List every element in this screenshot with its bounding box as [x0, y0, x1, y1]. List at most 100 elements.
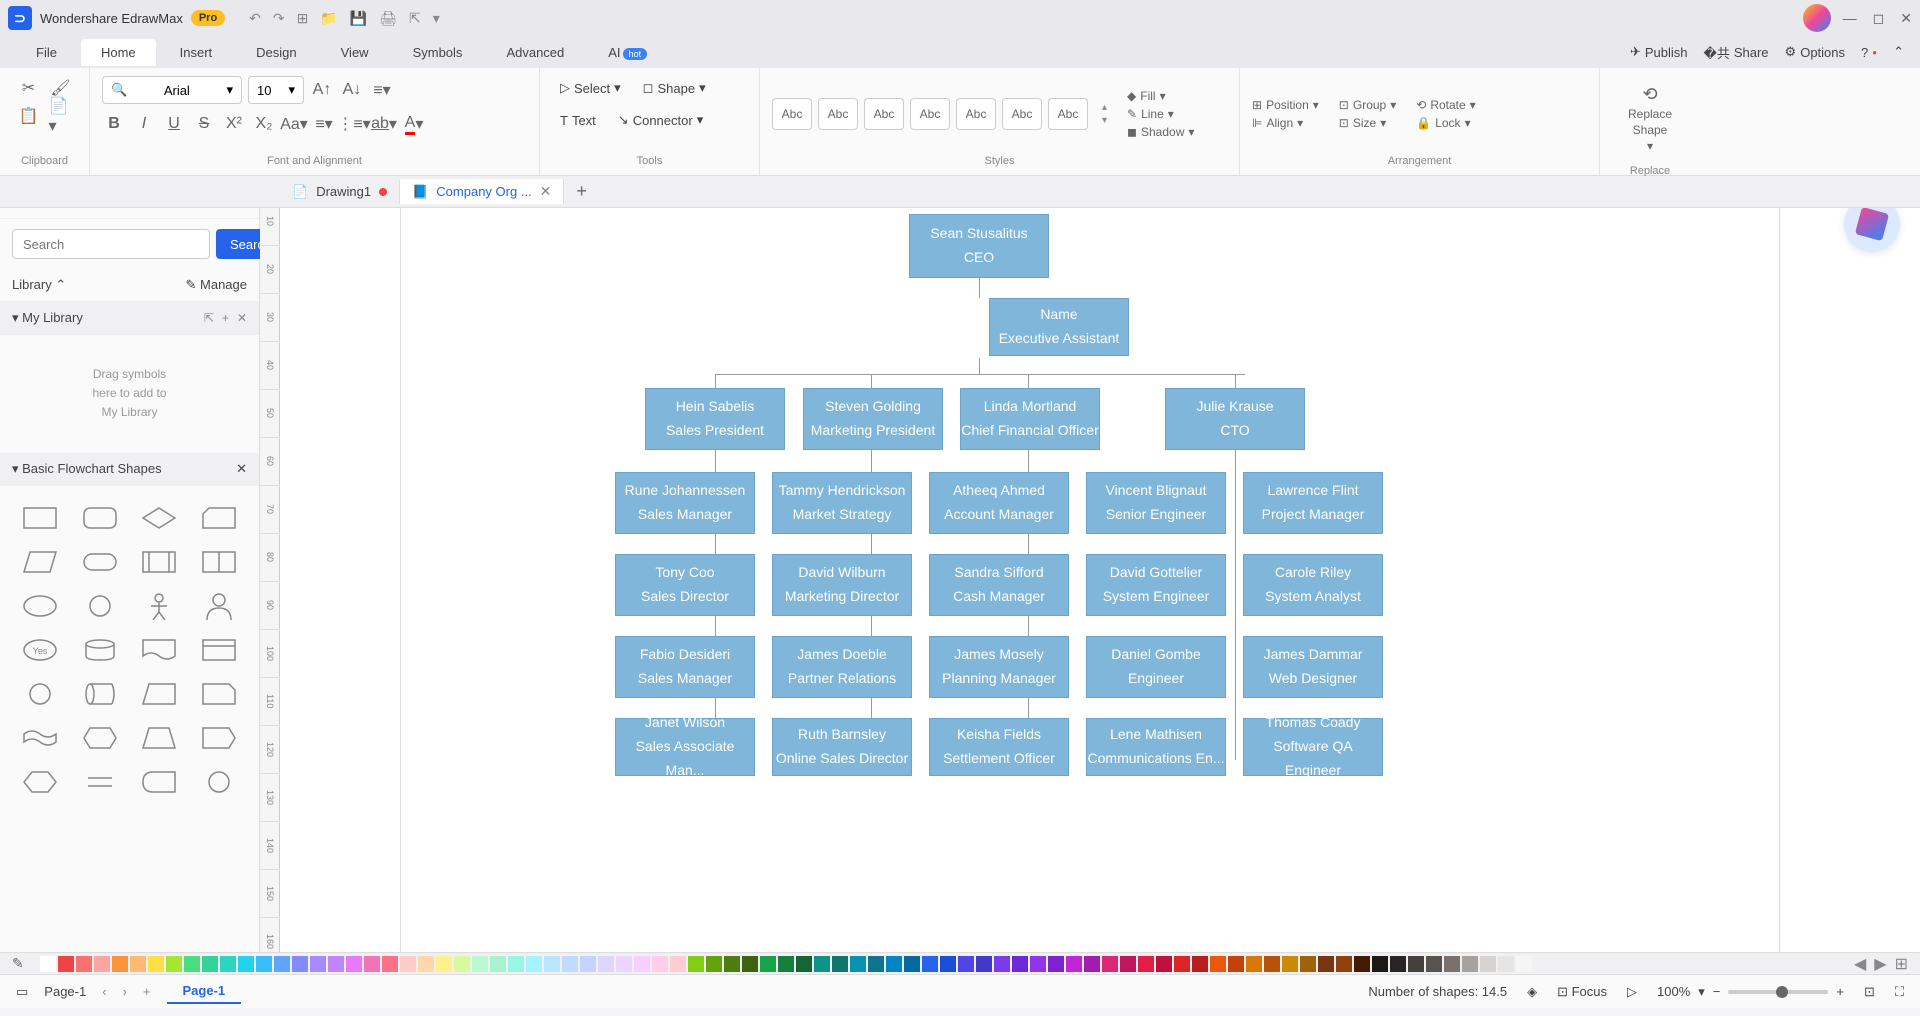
page-menu-icon[interactable]: ▭ — [16, 984, 28, 1000]
color-swatch[interactable] — [1048, 956, 1064, 972]
color-swatch[interactable] — [652, 956, 668, 972]
org-node-r3c1[interactable]: Fabio DesideriSales Manager — [615, 636, 755, 698]
options-button[interactable]: ⚙ Options — [1785, 44, 1845, 60]
org-node-r4c2[interactable]: Ruth BarnsleyOnline Sales Director — [772, 718, 912, 776]
color-swatch[interactable] — [1516, 956, 1532, 972]
org-node-r3c3[interactable]: James MoselyPlanning Manager — [929, 636, 1069, 698]
color-swatch[interactable] — [886, 956, 902, 972]
menu-design[interactable]: Design — [236, 39, 316, 66]
share-button[interactable]: �共 Share — [1704, 43, 1769, 62]
redo-icon[interactable]: ↷ — [273, 10, 285, 27]
lock-button[interactable]: 🔒 Lock ▾ — [1416, 116, 1475, 130]
color-swatch[interactable] — [1192, 956, 1208, 972]
org-node-vp1[interactable]: Hein SabelisSales President — [645, 388, 785, 450]
close-section-icon[interactable]: ✕ — [236, 461, 247, 477]
line-button[interactable]: ✎ Line ▾ — [1127, 107, 1194, 121]
close-icon[interactable]: ✕ — [1900, 10, 1912, 27]
shape-tool[interactable]: ◻ Shape ▾ — [635, 76, 714, 100]
color-swatch[interactable] — [1282, 956, 1298, 972]
shape-pentagon[interactable] — [195, 722, 243, 754]
doc-tab-drawing1[interactable]: 📄 Drawing1 — [280, 180, 400, 204]
menu-home[interactable]: Home — [81, 39, 156, 66]
styles-gallery[interactable]: Abc Abc Abc Abc Abc Abc Abc — [772, 98, 1088, 130]
close-tab-icon[interactable]: ✕ — [540, 183, 552, 200]
shape-user[interactable] — [195, 590, 243, 622]
color-swatch[interactable] — [1246, 956, 1262, 972]
styles-up-icon[interactable]: ▴ — [1102, 102, 1107, 113]
color-swatch[interactable] — [274, 956, 290, 972]
color-swatch[interactable] — [220, 956, 236, 972]
color-swatch[interactable] — [472, 956, 488, 972]
shape-header-rect[interactable] — [195, 634, 243, 666]
color-swatch[interactable] — [1156, 956, 1172, 972]
color-swatch[interactable] — [1462, 956, 1478, 972]
color-swatch[interactable] — [1480, 956, 1496, 972]
layers-icon[interactable]: ◈ — [1527, 984, 1537, 1000]
color-swatch[interactable] — [670, 956, 686, 972]
color-swatch[interactable] — [544, 956, 560, 972]
cut-icon[interactable]: ✂ — [17, 76, 41, 100]
new-tab-button[interactable]: + — [564, 177, 599, 206]
replace-shape-button[interactable]: ⟲ Replace Shape ▾ — [1612, 76, 1688, 161]
my-library-section[interactable]: ▾ My Library ⇱+✕ — [0, 302, 259, 335]
publish-button[interactable]: ✈ Publish — [1630, 44, 1688, 60]
color-swatch[interactable] — [1390, 956, 1406, 972]
org-node-r2c2[interactable]: David WilburnMarketing Director — [772, 554, 912, 616]
eyedropper-icon[interactable]: ✎ — [12, 955, 32, 972]
org-node-r2c3[interactable]: Sandra SiffordCash Manager — [929, 554, 1069, 616]
color-swatch[interactable] — [868, 956, 884, 972]
color-swatch[interactable] — [778, 956, 794, 972]
org-node-r1c5[interactable]: Lawrence FlintProject Manager — [1243, 472, 1383, 534]
shape-diamond[interactable] — [136, 502, 184, 534]
color-swatch[interactable] — [112, 956, 128, 972]
color-swatch[interactable] — [508, 956, 524, 972]
rotate-button[interactable]: ⟲ Rotate ▾ — [1416, 98, 1475, 112]
copy-icon[interactable]: 📋 — [17, 104, 41, 128]
color-swatch[interactable] — [328, 956, 344, 972]
color-swatch[interactable] — [1444, 956, 1460, 972]
org-node-ea[interactable]: NameExecutive Assistant — [989, 298, 1129, 356]
color-more-icon[interactable]: ⊞ — [1895, 954, 1908, 974]
shape-circle[interactable] — [76, 590, 124, 622]
styles-down-icon[interactable]: ▾ — [1102, 115, 1107, 126]
color-nav-left-icon[interactable]: ◀ — [1854, 954, 1866, 974]
fullscreen-icon[interactable]: ⛶ — [1895, 984, 1904, 1000]
position-button[interactable]: ⊞ Position ▾ — [1252, 98, 1319, 112]
org-node-vp2[interactable]: Steven GoldingMarketing President — [803, 388, 943, 450]
import-icon[interactable]: ⇱ — [204, 311, 214, 325]
paste-icon[interactable]: 📄▾ — [49, 104, 73, 128]
color-swatch[interactable] — [292, 956, 308, 972]
color-swatch[interactable] — [310, 956, 326, 972]
presentation-icon[interactable]: ▷ — [1627, 984, 1637, 1000]
org-node-r4c5[interactable]: Thomas CoadySoftware QA Engineer — [1243, 718, 1383, 776]
size-button[interactable]: ⊡ Size ▾ — [1339, 116, 1396, 130]
fill-button[interactable]: ◆ Fill ▾ — [1127, 89, 1194, 103]
org-node-r4c4[interactable]: Lene MathisenCommunications En... — [1086, 718, 1226, 776]
color-swatch[interactable] — [1426, 956, 1442, 972]
maximize-icon[interactable]: ◻ — [1873, 10, 1885, 27]
minimize-icon[interactable]: — — [1843, 10, 1857, 27]
color-swatch[interactable] — [364, 956, 380, 972]
menu-file[interactable]: File — [16, 39, 77, 66]
shape-equals[interactable] — [76, 766, 124, 798]
color-swatch[interactable] — [256, 956, 272, 972]
superscript-icon[interactable]: X² — [222, 112, 246, 136]
bullets-icon[interactable]: ⋮≡▾ — [342, 112, 366, 136]
zoom-out-icon[interactable]: − — [1713, 984, 1721, 999]
color-swatch[interactable] — [1066, 956, 1082, 972]
canvas[interactable]: Sean StusalitusCEO NameExecutive Assista… — [280, 198, 1920, 952]
color-swatch[interactable] — [562, 956, 578, 972]
shape-parallelogram[interactable] — [16, 546, 64, 578]
shape-document[interactable] — [136, 634, 184, 666]
color-swatch[interactable] — [922, 956, 938, 972]
color-swatch[interactable] — [1264, 956, 1280, 972]
shape-note[interactable] — [195, 678, 243, 710]
collapse-ribbon-icon[interactable]: ⌃ — [1893, 44, 1904, 60]
align-icon[interactable]: ≡▾ — [370, 78, 394, 102]
text-tool[interactable]: T Text — [552, 109, 604, 132]
org-node-r1c3[interactable]: Atheeq AhmedAccount Manager — [929, 472, 1069, 534]
color-swatch[interactable] — [1030, 956, 1046, 972]
color-swatch[interactable] — [958, 956, 974, 972]
color-swatch[interactable] — [1084, 956, 1100, 972]
more-icon[interactable]: ▾ — [433, 10, 440, 27]
